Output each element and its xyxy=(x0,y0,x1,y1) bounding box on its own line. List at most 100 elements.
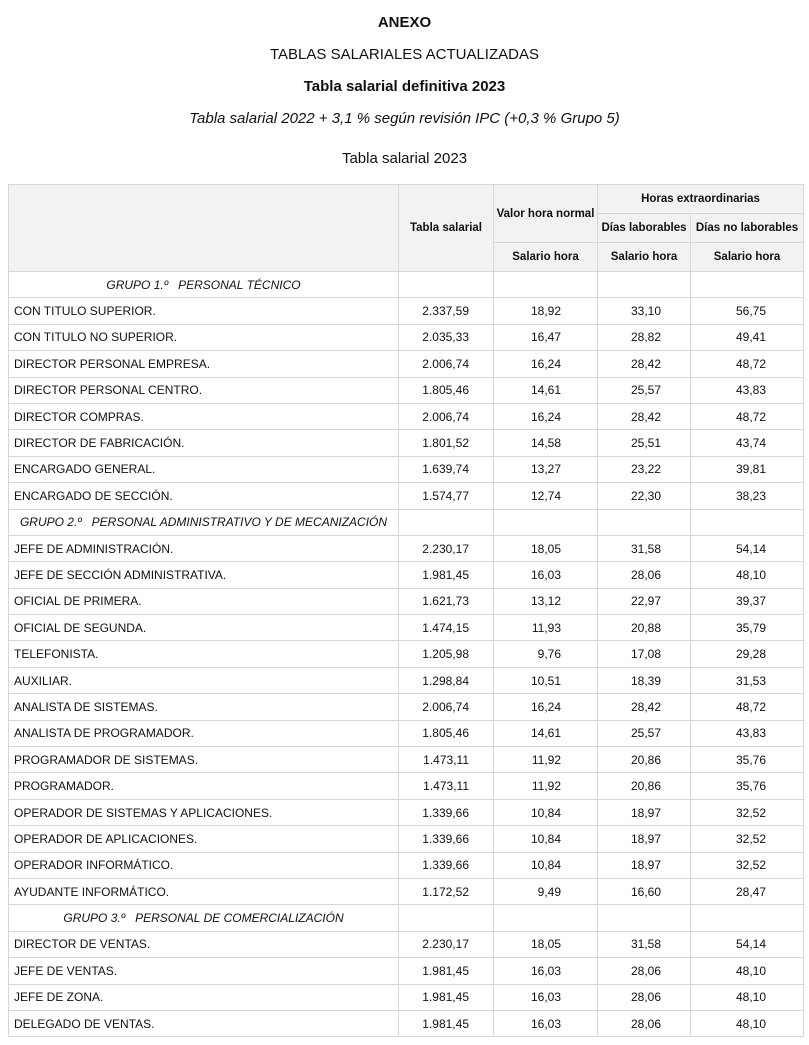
empty-cell xyxy=(493,904,598,932)
dias-laborables-cell: 18,97 xyxy=(597,851,691,879)
table-row: DELEGADO DE VENTAS. 1.981,45 16,03 28,06 48,… xyxy=(8,1009,805,1038)
job-title-cell: AUXILIAR. xyxy=(8,666,399,695)
tabla-salarial-cell: 2.337,59 xyxy=(398,297,494,325)
tabla-salarial-cell: 1.339,66 xyxy=(398,825,494,853)
valor-hora-cell: 16,24 xyxy=(493,693,598,721)
tabla-salarial-cell: 2.230,17 xyxy=(398,930,494,959)
group-row: GRUPO 3.º PERSONAL DE COMERCIALIZACIÓN xyxy=(8,904,805,932)
annex-title: ANEXO xyxy=(377,14,432,31)
dias-laborables-cell: 28,42 xyxy=(597,350,691,378)
dias-no-laborables-cell: 48,72 xyxy=(689,350,805,378)
dias-laborables-cell: 25,51 xyxy=(597,429,691,457)
group-row: GRUPO 1.º PERSONAL TÉCNICO xyxy=(8,270,805,299)
valor-hora-cell: 11,93 xyxy=(493,614,598,642)
job-title-cell: ENCARGADO GENERAL. xyxy=(8,455,399,484)
tabla-salarial-cell: 1.574,77 xyxy=(398,482,494,510)
table-caption: Tabla salarial 2023 xyxy=(341,150,468,167)
table-row: PROGRAMADOR. 1.473,11 11,92 20,86 35,76 xyxy=(8,772,805,800)
table-row: ENCARGADO GENERAL. 1.639,74 13,27 23,22 39,8… xyxy=(8,455,805,484)
table-row: JEFE DE VENTAS. 1.981,45 16,03 28,06 48,10 xyxy=(8,957,805,985)
valor-hora-cell: 13,27 xyxy=(493,455,598,484)
valor-hora-cell: 14,61 xyxy=(493,376,598,404)
dias-no-laborables-cell: 56,75 xyxy=(689,297,805,325)
dias-no-laborables-cell: 49,41 xyxy=(689,323,805,352)
tabla-salarial-cell: 1.339,66 xyxy=(398,798,494,827)
table-row: AYUDANTE INFORMÁTICO. 1.172,52 9,49 16,60 28… xyxy=(8,877,805,906)
job-title-cell: DELEGADO DE VENTAS. xyxy=(8,1009,399,1038)
tabla-salarial-cell: 1.981,45 xyxy=(398,983,494,1011)
table-row: CON TITULO SUPERIOR. 2.337,59 18,92 33,10 56… xyxy=(8,297,805,325)
dias-laborables-cell: 31,58 xyxy=(597,930,691,959)
valor-hora-cell: 11,92 xyxy=(493,772,598,800)
empty-cell xyxy=(689,508,805,536)
tabla-salarial-cell: 2.006,74 xyxy=(398,350,494,378)
dias-laborables-cell: 16,60 xyxy=(597,877,691,906)
dias-no-laborables-cell: 54,14 xyxy=(689,534,805,563)
tabla-salarial-cell: 1.172,52 xyxy=(398,877,494,906)
dias-laborables-cell: 25,57 xyxy=(597,719,691,748)
table-row: OFICIAL DE PRIMERA. 1.621,73 13,12 22,97 39,… xyxy=(8,587,805,616)
header-valor-hora: Valor hora normal xyxy=(493,184,598,243)
valor-hora-cell: 16,03 xyxy=(493,983,598,1011)
table-row: TELEFONISTA. 1.205,98 9,76 17,08 29,28 xyxy=(8,640,805,668)
definitive-table-title: Tabla salarial definitiva 2023 xyxy=(303,78,506,95)
valor-hora-cell: 16,03 xyxy=(493,1009,598,1038)
job-title-cell: JEFE DE SECCIÓN ADMINISTRATIVA. xyxy=(8,561,399,589)
empty-cell xyxy=(398,508,494,536)
dias-no-laborables-cell: 39,37 xyxy=(689,587,805,616)
valor-hora-cell: 10,84 xyxy=(493,851,598,879)
tabla-salarial-cell: 2.006,74 xyxy=(398,402,494,431)
job-title-cell: DIRECTOR DE VENTAS. xyxy=(8,930,399,959)
job-title-cell: TELEFONISTA. xyxy=(8,640,399,668)
dias-no-laborables-cell: 32,52 xyxy=(689,851,805,879)
dias-laborables-cell: 18,39 xyxy=(597,666,691,695)
dias-no-laborables-cell: 35,76 xyxy=(689,772,805,800)
table-row: DIRECTOR DE VENTAS. 2.230,17 18,05 31,58 54,… xyxy=(8,930,805,959)
dias-no-laborables-cell: 54,14 xyxy=(689,930,805,959)
dias-laborables-cell: 20,86 xyxy=(597,746,691,774)
dias-no-laborables-cell: 43,83 xyxy=(689,719,805,748)
dias-laborables-cell: 28,06 xyxy=(597,561,691,589)
header-salario-hora: Salario hora xyxy=(493,242,598,272)
job-title-cell: DIRECTOR PERSONAL CENTRO. xyxy=(8,376,399,404)
valor-hora-cell: 16,24 xyxy=(493,350,598,378)
group-label: GRUPO 3.º PERSONAL DE COMERCIALIZACIÓN xyxy=(8,904,399,932)
header-salario-hora: Salario hora xyxy=(689,242,805,272)
dias-no-laborables-cell: 39,81 xyxy=(689,455,805,484)
job-title-cell: OPERADOR DE SISTEMAS Y APLICACIONES. xyxy=(8,798,399,827)
job-title-cell: ANALISTA DE SISTEMAS. xyxy=(8,693,399,721)
header-dias-no-laborables: Días no laborables xyxy=(689,213,805,243)
tabla-salarial-cell: 1.621,73 xyxy=(398,587,494,616)
job-title-cell: CON TITULO SUPERIOR. xyxy=(8,297,399,325)
dias-laborables-cell: 28,06 xyxy=(597,1009,691,1038)
dias-laborables-cell: 31,58 xyxy=(597,534,691,563)
valor-hora-cell: 18,05 xyxy=(493,930,598,959)
table-row: ANALISTA DE SISTEMAS. 2.006,74 16,24 28,42 4… xyxy=(8,693,805,721)
valor-hora-cell: 10,84 xyxy=(493,825,598,853)
valor-hora-cell: 9,76 xyxy=(493,640,598,668)
tabla-salarial-cell: 1.801,52 xyxy=(398,429,494,457)
dias-no-laborables-cell: 29,28 xyxy=(689,640,805,668)
empty-cell xyxy=(398,904,494,932)
header-horas-extra: Horas extraordinarias xyxy=(596,184,805,214)
empty-cell xyxy=(493,270,598,299)
tabla-salarial-cell: 2.006,74 xyxy=(398,693,494,721)
tabla-salarial-cell: 2.230,17 xyxy=(398,534,494,563)
table-row: JEFE DE ZONA. 1.981,45 16,03 28,06 48,10 xyxy=(8,983,805,1011)
table-row: JEFE DE ADMINISTRACIÓN. 2.230,17 18,05 31,5… xyxy=(8,534,805,563)
job-title-cell: OFICIAL DE PRIMERA. xyxy=(8,587,399,616)
tabla-salarial-cell: 1.981,45 xyxy=(398,1009,494,1038)
tabla-salarial-cell: 1.473,11 xyxy=(398,772,494,800)
table-row: ANALISTA DE PROGRAMADOR. 1.805,46 14,61 25,… xyxy=(8,719,805,748)
dias-laborables-cell: 22,30 xyxy=(597,482,691,510)
job-title-cell: DIRECTOR DE FABRICACIÓN. xyxy=(8,429,399,457)
table-row: DIRECTOR COMPRAS. 2.006,74 16,24 28,42 48,72 xyxy=(8,402,805,431)
table-row: OPERADOR DE SISTEMAS Y APLICACIONES. 1.33… xyxy=(8,798,805,827)
dias-no-laborables-cell: 48,10 xyxy=(689,957,805,985)
table-row: JEFE DE SECCIÓN ADMINISTRATIVA. 1.981,45 1… xyxy=(8,561,805,589)
dias-laborables-cell: 28,82 xyxy=(597,323,691,352)
dias-no-laborables-cell: 43,74 xyxy=(689,429,805,457)
valor-hora-cell: 16,03 xyxy=(493,957,598,985)
tabla-salarial-cell: 1.805,46 xyxy=(398,719,494,748)
valor-hora-cell: 11,92 xyxy=(493,746,598,774)
